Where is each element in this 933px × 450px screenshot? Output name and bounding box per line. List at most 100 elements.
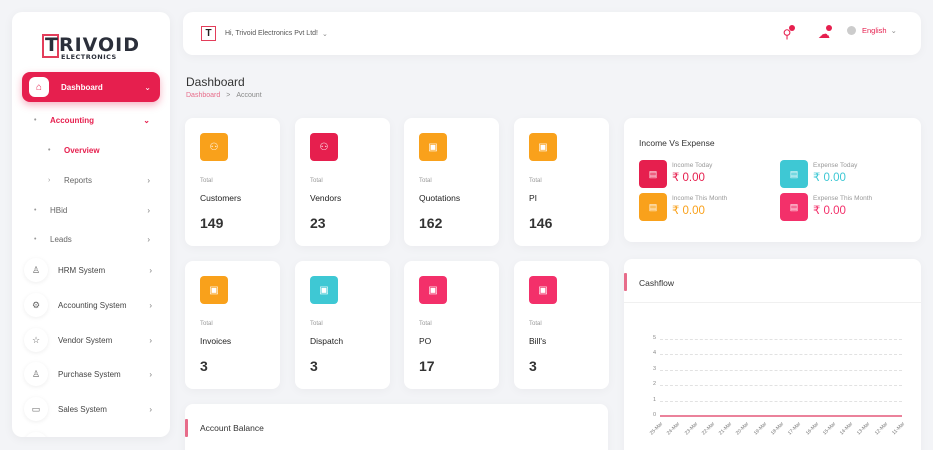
metric-label: Income This Month [672, 195, 728, 202]
logo-main-text: TRIVOID [45, 34, 141, 56]
stat-card-customers[interactable]: ⚇ Total Customers 149 [185, 118, 280, 246]
chevron-right-icon: › [149, 369, 152, 379]
sidebar-item-vendor-system[interactable]: ☆ Vendor System › [12, 325, 170, 355]
sidebar-item-leads[interactable]: • Leads › [12, 230, 170, 248]
sidebar-item-expense-system[interactable]: ▦ Expense System › [12, 429, 170, 437]
metric-amount: ₹ 0.00 [672, 172, 705, 184]
user-menu[interactable]: T Hi, Trivoid Electronics Pvt Ltd! ⌄ [193, 20, 336, 47]
stat-card-bills[interactable]: ▣ Total Bill's 3 [514, 261, 609, 389]
chevron-right-icon: › [149, 300, 152, 310]
sidebar-item-dashboard[interactable]: ⌂ Dashboard ⌄ [22, 72, 160, 102]
chevron-right-icon: › [149, 404, 152, 414]
document-icon: ▣ [529, 276, 557, 304]
stat-total-label: Total [419, 178, 432, 184]
stat-card-po[interactable]: ▣ Total PO 17 [404, 261, 499, 389]
company-logo[interactable]: TRIVOID ELECTRONICS [42, 34, 142, 62]
sidebar-item-label: Accounting [50, 115, 94, 125]
sidebar-item-accounting-system[interactable]: ⚙ Accounting System › [12, 290, 170, 320]
sidebar-item-sales-system[interactable]: ▭ Sales System › [12, 394, 170, 424]
stat-card-quotations[interactable]: ▣ Total Quotations 162 [404, 118, 499, 246]
stat-name: Dispatch [310, 336, 344, 346]
divider [624, 302, 921, 303]
stat-card-invoices[interactable]: ▣ Total Invoices 3 [185, 261, 280, 389]
bell-icon[interactable]: ⚲ [778, 25, 796, 43]
calendar-icon: ▭ [24, 397, 48, 421]
chevron-right-icon: › [147, 205, 150, 215]
bullet-icon: • [34, 116, 37, 124]
stat-value: 23 [310, 215, 326, 231]
logo-frame [42, 34, 59, 58]
wallet-icon: ▤ [639, 160, 667, 188]
stat-value: 3 [200, 358, 208, 374]
chevron-down-icon: ⌄ [890, 26, 897, 35]
document-icon: ▣ [529, 133, 557, 161]
sidebar-item-hbid[interactable]: • HBid › [12, 201, 170, 219]
users-icon: ⚇ [310, 133, 338, 161]
stat-total-label: Total [529, 178, 542, 184]
gridline [660, 385, 902, 386]
gridline [660, 338, 902, 340]
message-icon[interactable]: ☁ [818, 25, 832, 41]
sidebar-item-accounting[interactable]: • Accounting ⌄ [12, 111, 170, 129]
chevron-right-icon: › [149, 335, 152, 345]
stat-total-label: Total [200, 178, 213, 184]
user-icon: ♙ [24, 258, 48, 282]
sidebar-item-reports[interactable]: › Reports › [12, 171, 170, 189]
sidebar-item-label: HRM System [58, 265, 106, 275]
users-icon: ⚇ [200, 133, 228, 161]
stat-card-vendors[interactable]: ⚇ Total Vendors 23 [295, 118, 390, 246]
stat-name: Vendors [310, 193, 342, 203]
sidebar-item-overview[interactable]: • Overview [12, 141, 170, 159]
breadcrumb-home-link[interactable]: Dashboard [186, 92, 221, 99]
stat-value: 17 [419, 358, 435, 374]
stat-total-label: Total [200, 321, 213, 327]
chevron-down-icon: ⌄ [321, 30, 328, 38]
accent-bar [185, 419, 188, 437]
stat-name: PO [419, 336, 432, 346]
sidebar-item-label: Accounting System [58, 300, 127, 310]
chevron-right-icon: › [147, 234, 150, 244]
metric-amount: ₹ 0.00 [813, 205, 846, 217]
sidebar-item-label: Overview [64, 145, 100, 155]
y-axis-tick: 5 [652, 334, 656, 341]
expense-today: ▤ Expense Today ₹ 0.00 [780, 160, 857, 188]
breadcrumb-separator: > [226, 92, 231, 99]
section-title: Cashflow [639, 278, 674, 288]
stat-value: 146 [529, 215, 553, 231]
gridline [660, 400, 902, 402]
chevron-down-icon: ⌄ [144, 82, 151, 92]
stat-name: PI [529, 193, 538, 203]
logo-sub-text: ELECTRONICS [61, 53, 117, 61]
expense-this-month: ▤ Expense This Month ₹ 0.00 [780, 193, 872, 221]
stat-card-pi[interactable]: ▣ Total PI 146 [514, 118, 609, 246]
sidebar: TRIVOID ELECTRONICS ⌂ Dashboard ⌄ • Acco… [12, 12, 170, 437]
gridline [660, 369, 902, 371]
star-icon: ☆ [24, 328, 48, 352]
bullet-icon: • [34, 206, 37, 214]
home-icon: ⌂ [29, 77, 49, 97]
gear-icon: ⚙ [24, 293, 48, 317]
y-axis-tick: 0 [652, 412, 656, 418]
bullet-icon: › [48, 176, 51, 184]
chevron-right-icon: › [147, 175, 150, 185]
y-axis-tick: 1 [652, 396, 656, 403]
sidebar-item-purchase-system[interactable]: ♙ Purchase System › [12, 359, 170, 389]
avatar: T [201, 26, 216, 41]
page-title: Dashboard [186, 75, 245, 89]
sidebar-item-label: Dashboard [61, 82, 103, 92]
section-title: Account Balance [200, 423, 264, 433]
language-label: English [862, 26, 887, 35]
y-axis-tick: 4 [652, 350, 656, 356]
document-icon: ▣ [200, 276, 228, 304]
stat-card-dispatch[interactable]: ▣ Total Dispatch 3 [295, 261, 390, 389]
sidebar-item-label: HBid [50, 205, 68, 215]
stat-name: Customers [200, 193, 242, 203]
receipt-icon: ▤ [780, 160, 808, 188]
sidebar-item-hrm-system[interactable]: ♙ HRM System › [12, 255, 170, 285]
stat-total-label: Total [310, 178, 323, 184]
stat-name: Bill's [529, 336, 547, 346]
metric-label: Expense This Month [813, 195, 873, 202]
language-selector[interactable]: English ⌄ [847, 26, 897, 35]
stat-total-label: Total [419, 321, 432, 327]
box-icon: ▦ [24, 432, 48, 437]
